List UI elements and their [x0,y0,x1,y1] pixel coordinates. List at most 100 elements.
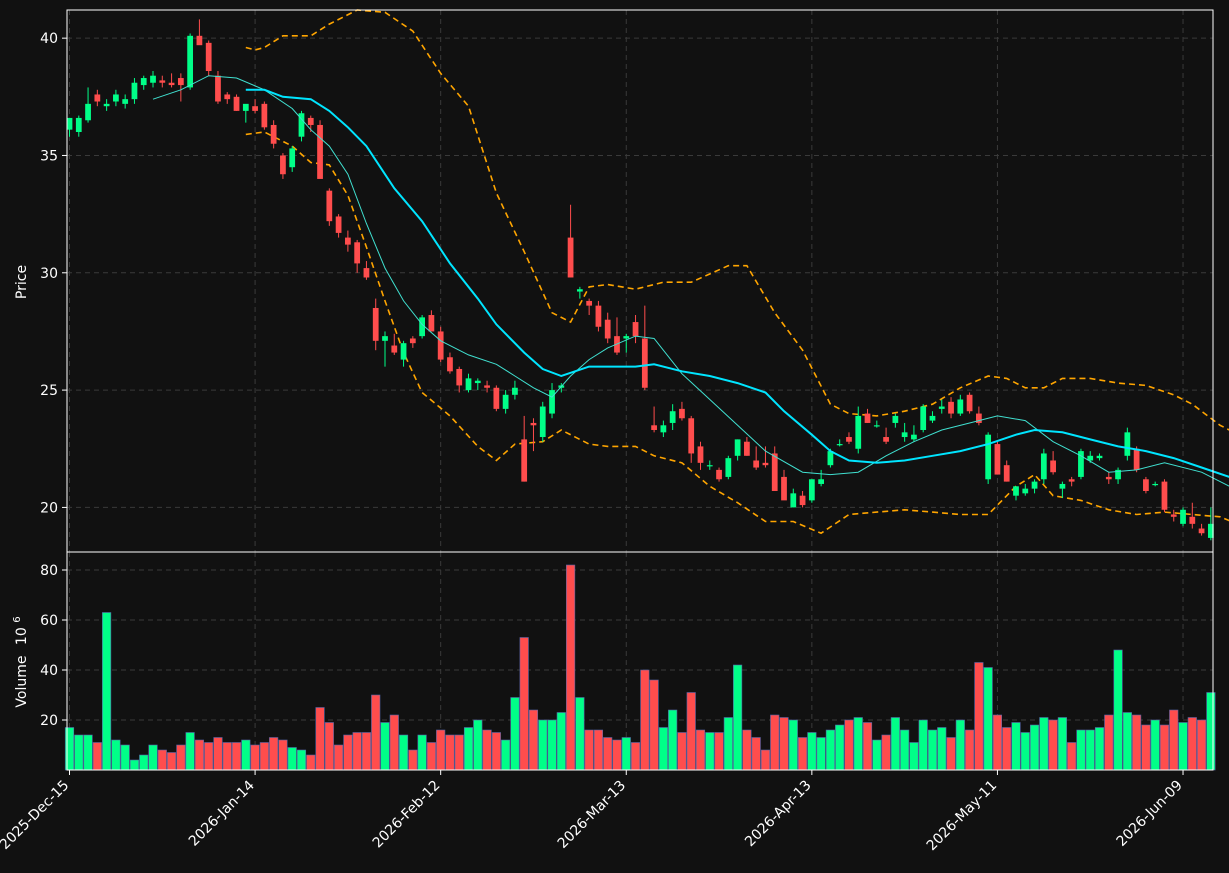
volume-bar [807,732,817,771]
candle-body [131,82,138,100]
candle-body [595,305,602,327]
candle-body [465,378,472,391]
bollinger-bands [245,9,1229,535]
volume-bar [1002,727,1012,771]
candle-body [261,103,268,128]
candle-body [1096,455,1103,459]
candle-body [502,394,509,409]
candle-body [604,319,611,339]
candle-body [177,78,184,86]
volume-bar [723,717,733,771]
volume-bar [937,727,947,771]
candle-body [994,444,1001,475]
candle-body [122,99,129,104]
volume-bar [287,747,297,771]
candle-body [233,96,240,111]
volume-bar [881,734,891,771]
candle-body [1078,451,1084,477]
volume-bar [1085,729,1095,771]
price-axis-ticks: 20 25 30 35 40 [40,31,67,516]
volume-bar [983,667,993,771]
candle-body [706,465,713,467]
volume-bar [389,714,399,771]
candle-body [855,415,862,449]
candle-body [205,42,212,72]
volume-bar [222,742,232,771]
candle-body [242,103,249,111]
volume-bar [417,734,427,771]
volume-bar [630,742,641,771]
candle-body [150,75,156,83]
volume-bar [677,732,687,771]
volume-bar [306,754,316,771]
candle-body [744,441,750,456]
candle-body [113,94,119,102]
candle-body [103,103,110,107]
candle-body [762,462,769,466]
volume-axis-ticks: 20 40 60 80 [40,563,67,729]
candle-body [567,237,574,278]
candle-body [1198,528,1205,534]
volume-bar [92,742,102,771]
volume-bar [1197,719,1207,771]
volume-bar [528,709,539,771]
volume-bar [408,749,418,771]
candle-body [975,413,982,423]
volume-bar [844,719,854,771]
candle-body [1059,483,1066,489]
candle-body [799,495,806,506]
candle-body [1180,509,1186,524]
volume-tick-label: 60 [40,613,58,629]
candle-body [372,307,379,341]
volume-bar [250,744,260,771]
volume-bar [120,744,130,771]
price-gridlines [67,10,1213,552]
volume-tick-label: 40 [40,663,58,679]
volume-bar [900,729,910,771]
volume-bar [269,737,279,771]
volume-bar [1020,732,1030,771]
candle-body [363,268,370,278]
candle-body [85,103,91,121]
candle-body [1124,432,1131,456]
volume-bar [1094,727,1105,771]
volume-bar [231,742,242,771]
candle-body [911,434,917,440]
volume-bar [612,739,622,771]
candle-body [1040,453,1047,480]
volume-bar [1011,722,1021,771]
candle-body [929,415,936,421]
volume-bar [649,679,659,771]
candle-body [651,425,657,430]
candle-body [196,35,203,46]
candle-body [1105,476,1112,480]
volume-tick-label: 20 [40,713,58,729]
volume-bar [556,712,566,771]
candle-body [883,437,889,442]
volume-bar [825,729,835,771]
candle-body [493,387,500,409]
volume-bar [1150,719,1160,771]
candle-body [753,460,760,468]
volume-bar [371,694,381,771]
candle-body [428,315,435,332]
candle-body [409,338,416,344]
volume-bar [770,714,780,771]
candle-body [1133,448,1140,470]
candle-body [159,80,166,83]
candle-body [938,406,945,409]
panel-frames [66,9,1214,771]
volume-bar [1206,692,1216,771]
candle-body [771,453,778,491]
candle-body [187,35,194,88]
candle-body [818,479,825,484]
candle-body [289,148,296,168]
candle-body [512,387,518,395]
volume-bar [129,759,140,771]
volume-bar [955,719,965,771]
candle-body [586,300,593,306]
candle-body [864,413,871,423]
volume-bar [398,734,409,771]
volume-bar [751,737,761,771]
volume-bar [603,737,613,771]
